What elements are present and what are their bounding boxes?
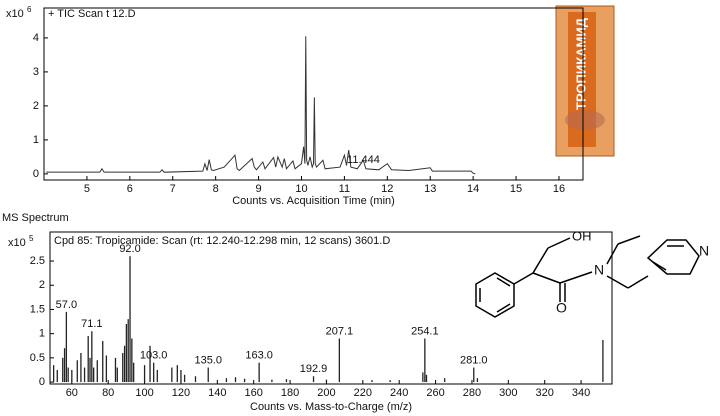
x-tick-label: 220 (354, 387, 372, 399)
x-tick-label: 15 (510, 183, 522, 195)
y-scale-exponent: 5 (29, 234, 34, 243)
x-tick-label: 100 (135, 387, 153, 399)
x-tick-label: 200 (317, 387, 335, 399)
x-tick-label: 240 (390, 387, 408, 399)
y-tick-label: 0.5 (30, 352, 45, 364)
peak-label: 103.0 (140, 350, 168, 362)
y-tick-label: 2 (33, 100, 39, 112)
y-tick-label: 1 (33, 134, 39, 146)
y-scale-label: x10 (8, 237, 26, 249)
atom-label: OH (572, 228, 592, 243)
peak-label: 163.0 (245, 350, 273, 362)
chart-subtitle: Cpd 85: Tropicamide: Scan (rt: 12.240-12… (54, 235, 390, 247)
peak-label: 57.0 (56, 299, 77, 311)
x-tick-label: 320 (536, 387, 554, 399)
x-tick-label: 340 (572, 387, 590, 399)
plot-frame (49, 231, 613, 385)
x-tick-label: 7 (170, 183, 176, 195)
x-tick-label: 16 (553, 183, 565, 195)
bond (627, 275, 649, 289)
x-tick-label: 80 (102, 387, 114, 399)
chromatogram-line (46, 36, 476, 175)
peak-annotation: 11.444 (347, 154, 380, 166)
peak-label: 71.1 (81, 318, 102, 330)
peak-label: 254.1 (411, 325, 439, 337)
bond (652, 261, 667, 271)
y-tick-label: 2.5 (30, 255, 45, 267)
benzene-ring (475, 272, 515, 318)
bond (496, 277, 511, 287)
x-tick-label: 60 (66, 387, 78, 399)
x-tick-label: 160 (245, 387, 263, 399)
x-axis-label: Counts vs. Acquisition Time (min) (232, 195, 395, 207)
bond (547, 237, 571, 249)
product-box: ТРОПИКАМИД (555, 5, 615, 157)
x-axis-label: Counts vs. Mass-to-Charge (m/z) (250, 401, 412, 413)
bond (617, 235, 641, 245)
bond (513, 272, 534, 285)
box-eye (565, 110, 605, 130)
x-tick-label: 13 (424, 183, 436, 195)
product-name: ТРОПИКАМИД (573, 17, 588, 110)
y-scale-label: x10 (6, 8, 24, 20)
y-tick-label: 1 (39, 328, 45, 340)
peak-label: 135.0 (194, 354, 222, 366)
x-tick-label: 14 (467, 183, 479, 195)
x-tick-label: 140 (208, 387, 226, 399)
atom-label: N (594, 262, 604, 278)
x-tick-label: 12 (381, 183, 393, 195)
atom-label: O (556, 300, 567, 316)
peak-label: 92.0 (119, 243, 140, 255)
bond (532, 247, 549, 274)
x-tick-label: 9 (256, 183, 262, 195)
bond (606, 275, 629, 289)
x-tick-label: 10 (295, 183, 307, 195)
y-scale-exponent: 6 (27, 5, 32, 14)
x-tick-label: 300 (499, 387, 517, 399)
chemical-structure (475, 235, 700, 318)
x-tick-label: 280 (463, 387, 481, 399)
x-tick-label: 180 (281, 387, 299, 399)
plot-frame (43, 7, 584, 181)
chart-title: MS Spectrum (2, 212, 69, 224)
peak-label: 207.1 (326, 325, 354, 337)
peak-label: 192.9 (300, 363, 328, 375)
y-tick-label: 0 (39, 376, 45, 388)
pyridine-ring (646, 239, 700, 275)
chart-title: + TIC Scan t 12.D (48, 8, 136, 20)
bond (532, 272, 561, 284)
y-tick-label: 0 (33, 168, 39, 180)
bond (559, 271, 593, 284)
bond (496, 303, 511, 313)
y-tick-label: 3 (33, 66, 39, 78)
x-tick-label: 6 (127, 183, 133, 195)
x-tick-label: 260 (426, 387, 444, 399)
peak-label: 281.0 (460, 354, 488, 366)
atom-label: N (699, 243, 709, 259)
y-tick-label: 2 (39, 279, 45, 291)
y-tick-label: 4 (33, 32, 39, 44)
x-tick-label: 11 (339, 183, 350, 195)
y-tick-label: 1.5 (30, 303, 45, 315)
x-tick-label: 5 (84, 183, 90, 195)
x-tick-label: 120 (172, 387, 190, 399)
x-tick-label: 8 (213, 183, 219, 195)
